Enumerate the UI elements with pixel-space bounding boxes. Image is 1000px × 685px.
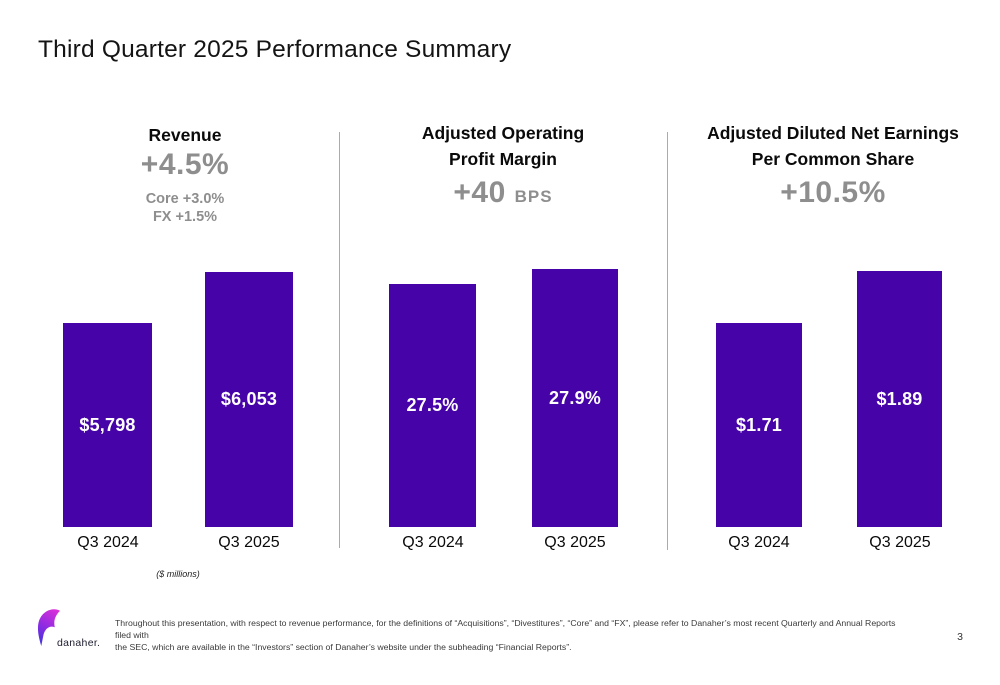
eps-bar-q3-2025: $1.89 bbox=[857, 271, 942, 527]
panel-revenue-core-growth: Core +3.0% bbox=[145, 191, 225, 207]
panel-divider-right bbox=[667, 132, 668, 550]
panel-revenue-title: Revenue bbox=[148, 125, 222, 145]
footer-disclaimer-line1: Throughout this presentation, with respe… bbox=[115, 618, 896, 640]
revenue-bar-q3-2024-value: $5,798 bbox=[79, 414, 136, 435]
footer-disclaimer: Throughout this presentation, with respe… bbox=[115, 617, 907, 653]
panel-margin-metric-unit: BPS bbox=[514, 187, 553, 206]
page-number: 3 bbox=[957, 631, 963, 643]
panel-eps-title-line2: Per Common Share bbox=[751, 149, 915, 169]
panel-eps-title-line1: Adjusted Diluted Net Earnings bbox=[707, 123, 959, 143]
eps-xlabel-q3-2024: Q3 2024 bbox=[728, 534, 790, 551]
revenue-bar-q3-2024: $5,798 bbox=[63, 323, 152, 527]
revenue-bar-q3-2025-value: $6,053 bbox=[220, 389, 278, 409]
footer-disclaimer-line2: the SEC, which are available in the “Inv… bbox=[115, 642, 572, 652]
panel-eps-metric: +10.5% bbox=[780, 176, 886, 209]
margin-bar-q3-2024: 27.5% bbox=[389, 284, 476, 527]
panel-eps-title: Adjusted Diluted Net Earnings Per Common… bbox=[676, 120, 990, 172]
revenue-bar-q3-2025: $6,053 bbox=[205, 272, 293, 527]
page-title: Third Quarter 2025 Performance Summary bbox=[38, 36, 512, 63]
panel-divider-left bbox=[339, 132, 340, 548]
panel-margin-title-line1: Adjusted Operating bbox=[421, 123, 585, 143]
margin-xlabel-q3-2025: Q3 2025 bbox=[544, 534, 606, 551]
revenue-xlabel-q3-2024: Q3 2024 bbox=[77, 534, 139, 551]
panel-margin-metric-value: +40 bbox=[453, 176, 506, 209]
eps-bar-q3-2024: $1.71 bbox=[716, 323, 802, 527]
panel-revenue-metric: +4.5% bbox=[140, 148, 230, 181]
margin-bar-q3-2025-value: 27.9% bbox=[548, 387, 602, 408]
panel-margin-title-line2: Profit Margin bbox=[449, 149, 557, 169]
panel-margin-metric: +40 BPS bbox=[350, 176, 656, 210]
danaher-logo-icon bbox=[33, 608, 63, 653]
revenue-xlabel-q3-2025: Q3 2025 bbox=[218, 534, 280, 551]
eps-xlabel-q3-2025: Q3 2025 bbox=[869, 534, 931, 551]
panel-margin-title: Adjusted Operating Profit Margin bbox=[350, 120, 656, 172]
margin-xlabel-q3-2024: Q3 2024 bbox=[402, 534, 464, 551]
margin-bar-q3-2025: 27.9% bbox=[532, 269, 618, 527]
revenue-units-footnote: ($ millions) bbox=[156, 569, 200, 579]
eps-bar-q3-2024-value: $1.71 bbox=[735, 414, 783, 435]
danaher-logo-wordmark: danaher. bbox=[57, 637, 101, 649]
margin-bar-q3-2024-value: 27.5% bbox=[406, 395, 459, 415]
panel-revenue-fx-growth: FX +1.5% bbox=[152, 209, 218, 225]
eps-bar-q3-2025-value: $1.89 bbox=[876, 388, 923, 409]
